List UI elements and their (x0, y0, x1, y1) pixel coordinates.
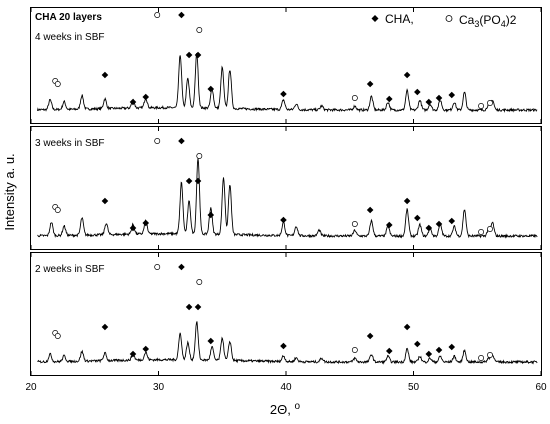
ca3po42-marker-1-56 (487, 100, 493, 106)
y-axis-label: Intensity a. u. (2, 153, 17, 230)
cha-marker-2-29 (142, 219, 150, 227)
x-axis-label: 2Θ, o (270, 401, 301, 417)
cha-marker-1-49.5 (403, 71, 411, 79)
cha-marker-2-33.1 (194, 177, 202, 185)
ca3po42-marker-1-45.4 (351, 95, 358, 101)
cha-marker-3-25.8 (101, 323, 109, 331)
cha-marker-3-33.1 (194, 303, 202, 311)
ca3po42-marker-1-29.9 (154, 12, 161, 18)
cha-marker-2-51.2 (425, 224, 433, 232)
phase-markers (52, 11, 493, 361)
legend-label-cha: CHA, (385, 12, 414, 26)
ca3po42-marker-3-45.4 (351, 347, 358, 353)
cha-marker-3-34.1 (207, 337, 215, 345)
cha-marker-3-49.5 (403, 323, 411, 331)
ca3po42-marker-2-45.4 (351, 221, 358, 227)
ca3po42-marker-3-33.2 (196, 279, 203, 285)
panel-frame-2 (30, 126, 542, 250)
ca3po42-marker-3-55.3 (478, 355, 485, 361)
cha-marker-1-46.6 (366, 80, 374, 88)
panel-frame-3 (30, 252, 542, 376)
cha-marker-1-32.4 (185, 51, 193, 59)
cha-marker-1-33.1 (194, 51, 202, 59)
ca3po42-marker-1-33.2 (196, 27, 203, 33)
panel-label-1: 4 weeks in SBF (35, 32, 104, 43)
cha-marker-3-32.4 (185, 303, 193, 311)
cha-marker-2-52 (435, 220, 443, 228)
cha-marker-3-29 (142, 345, 150, 353)
cha-marker-1-48.1 (385, 95, 393, 103)
cha-marker-1-29 (142, 93, 150, 101)
cha-marker-2-32.4 (185, 177, 193, 185)
ca3po42-marker-2-55.3 (478, 229, 485, 235)
cha-marker-3-51.2 (425, 350, 433, 358)
x-tick-label-40: 40 (280, 382, 292, 393)
ca3po42-marker-2-29.9 (154, 138, 161, 144)
cha-marker-3-50.3 (414, 340, 421, 348)
ca3po42-marker-1-55.3 (478, 103, 485, 109)
x-tick-label-60: 60 (535, 382, 547, 393)
cha-marker-1-39.8 (280, 90, 287, 98)
ca3po42-marker-3-22.1 (54, 333, 61, 339)
cha-marker-2-34.1 (207, 211, 215, 219)
cha-marker-1-25.8 (101, 71, 109, 79)
cha-marker-1-34.1 (207, 85, 215, 93)
cha-marker-2-28 (129, 224, 137, 232)
panel-label-3: 2 weeks in SBF (35, 264, 104, 275)
cha-marker-2-48.1 (385, 221, 393, 229)
panel-frame-1 (30, 7, 542, 124)
cha-marker-1-28 (129, 98, 137, 106)
cha-marker-1-51.2 (425, 98, 433, 106)
cha-marker-3-53 (448, 343, 456, 351)
ca3po42-marker-1-22.1 (54, 81, 61, 87)
cha-marker-1-53 (448, 91, 456, 99)
cha-marker-2-39.8 (280, 216, 287, 224)
ca3po42-marker-2-22.1 (54, 207, 61, 213)
x-tick-label-50: 50 (408, 382, 420, 393)
ca3po42-marker-3-29.9 (154, 264, 161, 270)
xrd-trace-panel-2 (37, 158, 538, 239)
cha-marker-2-46.6 (366, 206, 374, 214)
ca3po42-marker-2-56 (487, 226, 493, 232)
cha-marker-1-52 (435, 94, 443, 102)
cha-marker-1-50.3 (414, 88, 421, 96)
panel-label-2: 3 weeks in SBF (35, 138, 104, 149)
cha-marker-3-31.8 (178, 263, 185, 271)
legend-label-ca3po42: Ca3(PO4)2 (459, 13, 517, 29)
cha-marker-3-46.6 (366, 332, 374, 340)
legend-cha-diamond-icon (371, 15, 379, 22)
legend: CHA, Ca3(PO4)2 (371, 12, 517, 29)
cha-marker-3-52 (435, 346, 443, 354)
xrd-trace-panel-1 (36, 53, 538, 113)
ca3po42-marker-2-33.2 (196, 153, 203, 159)
cha-marker-2-31.8 (178, 137, 185, 145)
cha-marker-3-28 (129, 350, 137, 358)
traces (36, 53, 538, 365)
cha-marker-2-49.5 (403, 197, 411, 205)
cha-marker-2-53 (448, 217, 456, 225)
cha-marker-3-48.1 (385, 347, 393, 355)
x-tick-label-30: 30 (153, 382, 165, 393)
cha-marker-2-50.3 (414, 214, 421, 222)
chart-title: CHA 20 layers (35, 12, 102, 23)
cha-marker-1-31.8 (178, 11, 185, 19)
x-tick-label-20: 20 (25, 382, 37, 393)
cha-marker-2-25.8 (101, 197, 109, 205)
cha-marker-3-39.8 (280, 342, 287, 350)
x-ticks: 20 30 40 50 60 (25, 8, 547, 393)
legend-ca3po42-circle-icon (445, 15, 453, 22)
ca3po42-marker-3-56 (487, 352, 493, 358)
xrd-trace-panel-3 (37, 321, 538, 365)
